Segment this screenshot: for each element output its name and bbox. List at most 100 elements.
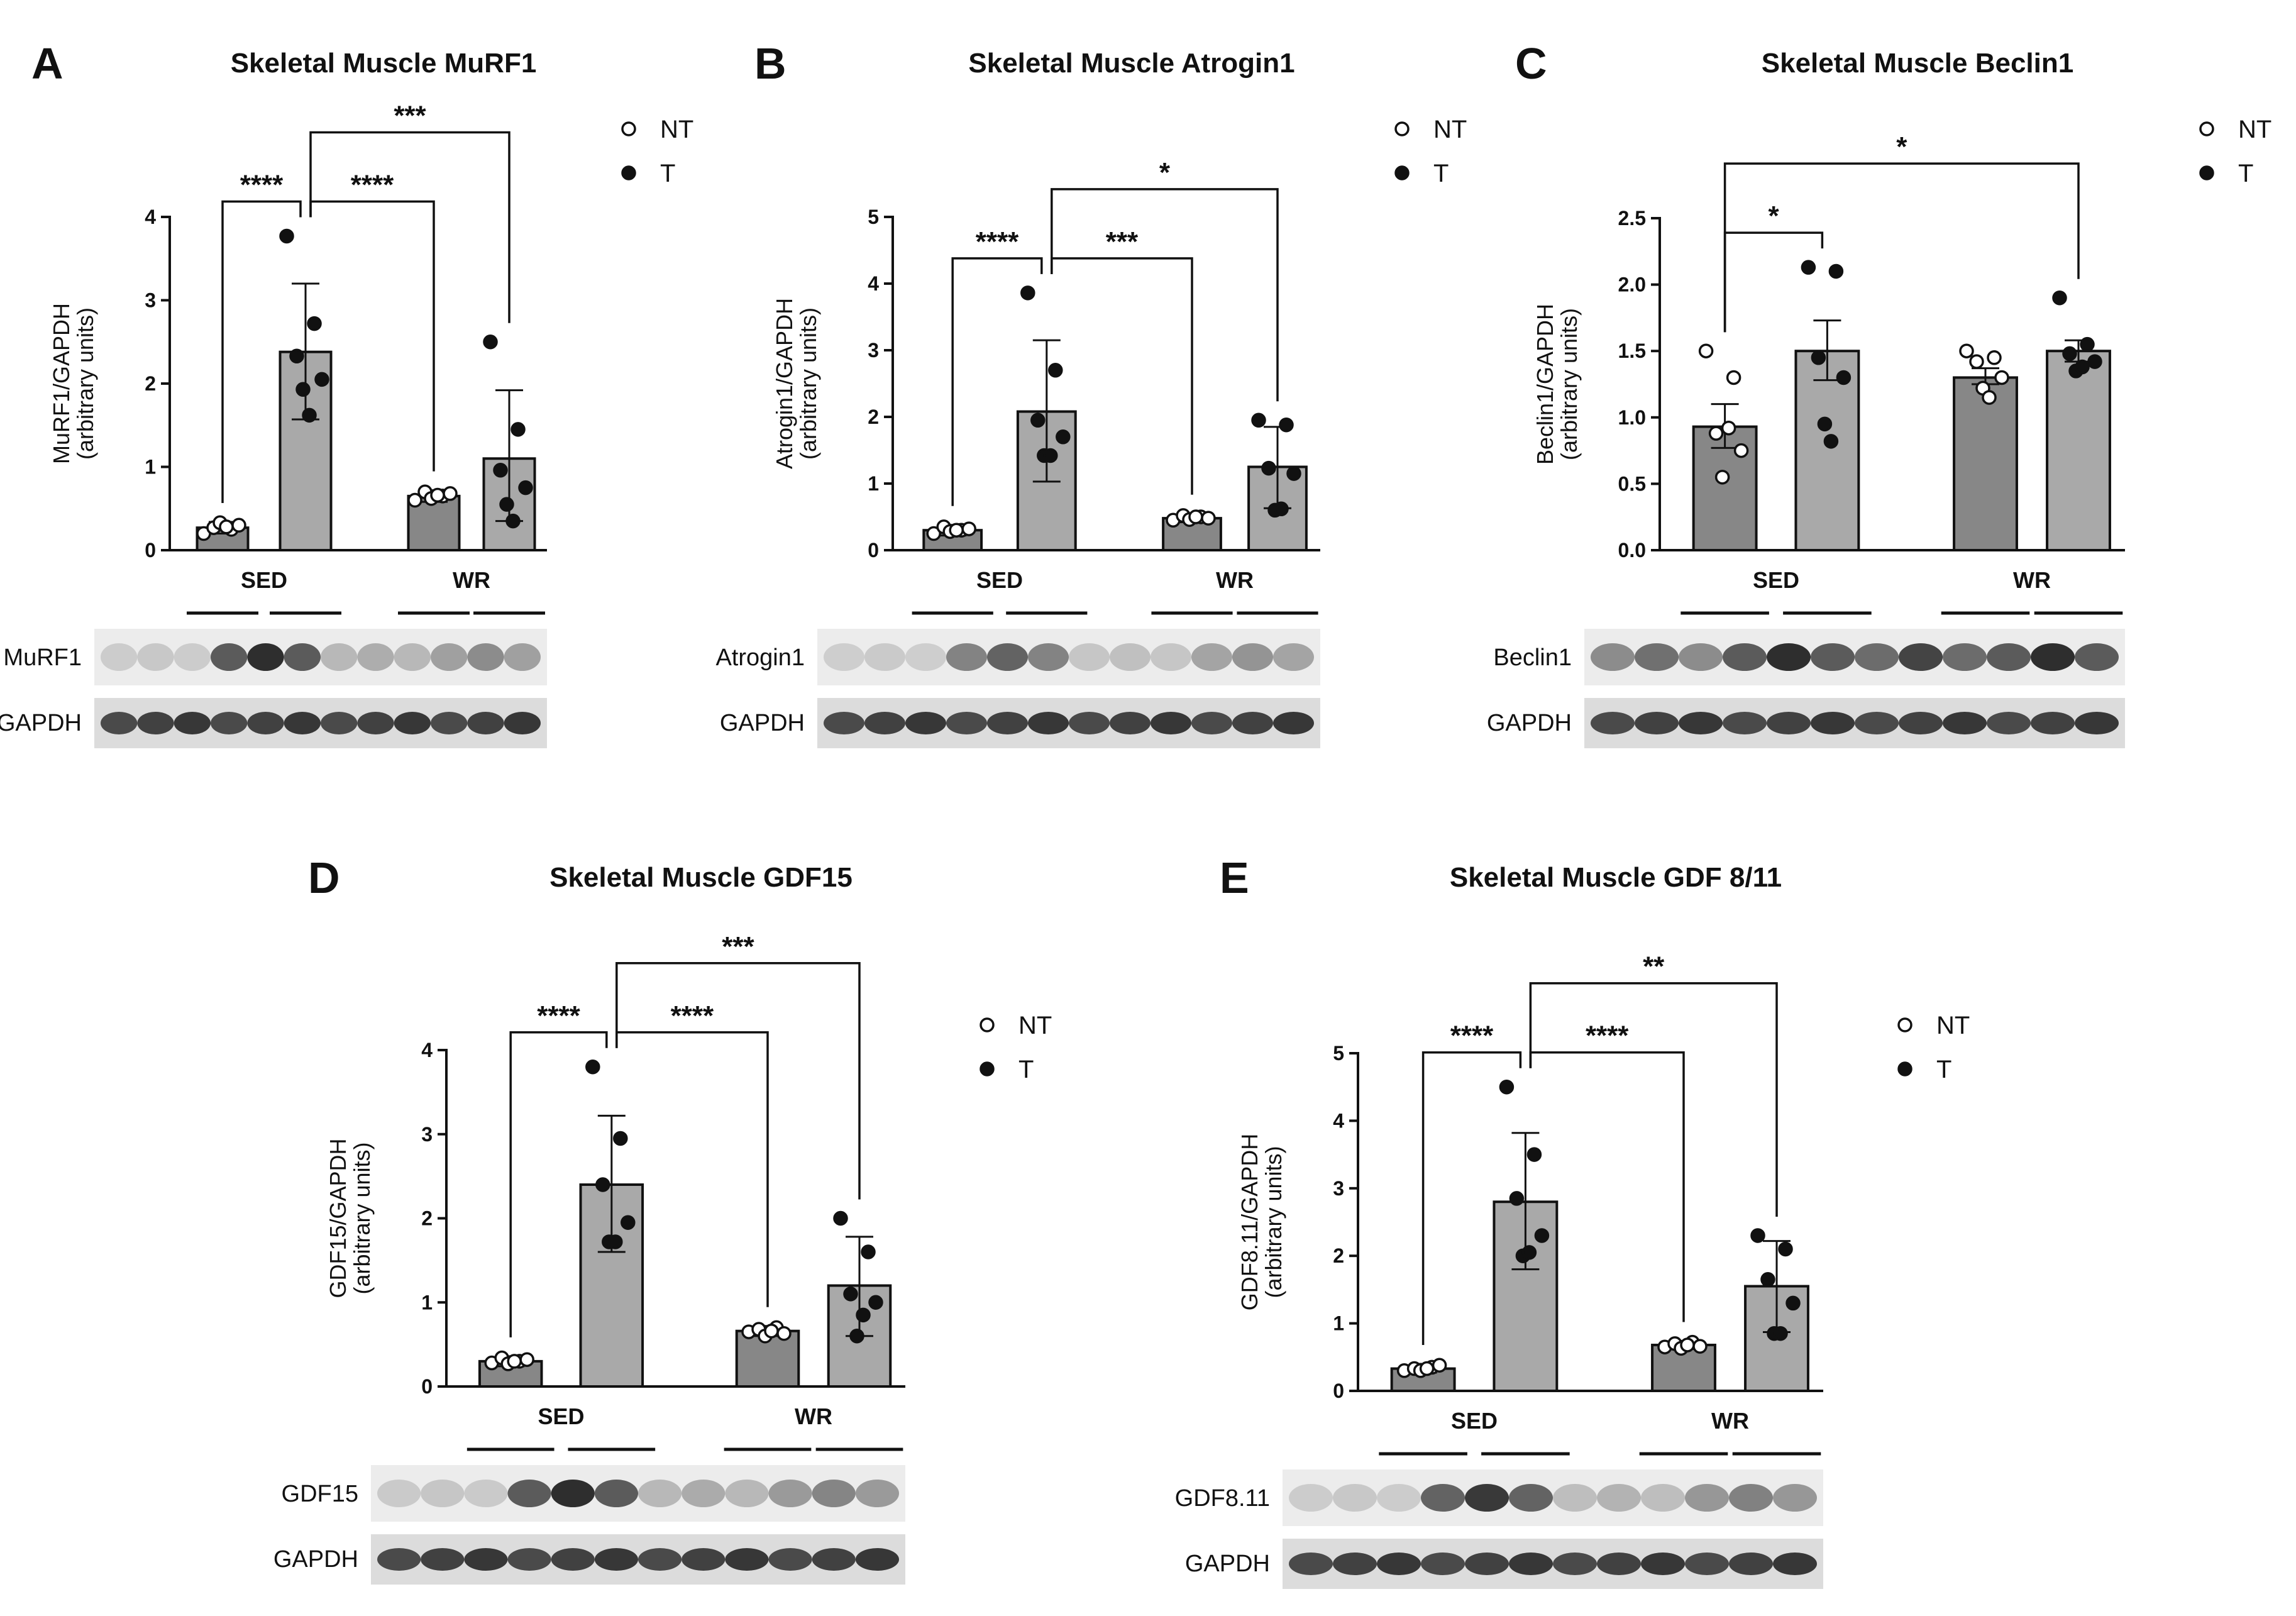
significance-bracket: [1421, 1051, 1522, 1346]
data-point: [219, 519, 234, 534]
data-point: [776, 1325, 792, 1341]
legend-label-nt: NT: [1018, 1012, 1052, 1039]
legend-label-t: T: [2238, 160, 2253, 187]
data-point: [1526, 1147, 1542, 1162]
data-point: [1274, 501, 1289, 517]
y-tick-label: 2: [421, 1207, 433, 1230]
data-point: [295, 382, 311, 397]
chart-E: E Skeletal Muscle GDF 8/11 GDF8.11/GAPDH(a…: [1175, 853, 1970, 1589]
significance-stars: ****: [240, 169, 284, 200]
panel-A: A Skeletal Muscle MuRF1 MuRF1/GAPDH(arbitr…: [0, 35, 729, 758]
blot-label-target: GDF15: [282, 1481, 358, 1507]
y-axis-label: MuRF1/GAPDH(arbitrary units): [48, 303, 98, 464]
blot-label-target: Atrogin1: [715, 645, 805, 671]
legend-label-nt: NT: [1936, 1012, 1970, 1039]
data-point: [849, 1329, 864, 1344]
legend-marker-nt: [621, 121, 636, 136]
data-point: [1499, 1079, 1515, 1095]
blot-target-strip: [1584, 629, 2125, 685]
panel-letter: E: [1220, 853, 1249, 902]
group-label-wr: WR: [453, 567, 490, 593]
chart-B: B Skeletal Muscle Atrogin1 Atrogin1/GAPDH(…: [715, 39, 1467, 748]
data-point: [1817, 416, 1833, 432]
data-point: [843, 1287, 858, 1302]
bar-wr-nt: [1953, 376, 2018, 551]
data-point: [1714, 470, 1730, 485]
data-point: [1801, 260, 1816, 275]
panel-letter: D: [308, 853, 340, 902]
y-tick-label: 0: [421, 1375, 433, 1398]
y-tick-label: 3: [145, 289, 156, 312]
y-tick-label: 1: [1333, 1312, 1344, 1335]
significance-stars: ****: [537, 1000, 580, 1031]
data-point: [1698, 343, 1714, 358]
data-point: [279, 228, 294, 244]
data-point: [1811, 350, 1826, 365]
legend-label-nt: NT: [1433, 116, 1467, 143]
y-tick-label: 0: [1333, 1380, 1344, 1402]
significance-stars: ***: [394, 100, 426, 131]
significance-stars: ****: [1450, 1021, 1494, 1051]
y-tick-label: 0.0: [1618, 539, 1646, 562]
data-point: [511, 422, 526, 437]
blot-label-gapdh: GAPDH: [0, 710, 82, 736]
significance-stars: *: [1896, 131, 1907, 162]
data-point: [1534, 1228, 1550, 1243]
legend-marker-nt: [1394, 121, 1410, 136]
data-point: [1680, 1337, 1695, 1353]
significance-bracket: [951, 257, 1043, 506]
y-axis-label: GDF15/GAPDH(arbitrary units): [325, 1138, 375, 1298]
data-point: [1823, 434, 1839, 449]
data-point: [856, 1307, 871, 1323]
panel-D: D Skeletal Muscle GDF15 GDF15/GAPDH(arbitr…: [273, 849, 1052, 1603]
y-tick-label: 2.5: [1618, 207, 1646, 230]
data-point: [2075, 359, 2090, 375]
data-point: [1987, 350, 2002, 365]
data-point: [1201, 511, 1216, 526]
panel-letter: C: [1515, 39, 1547, 88]
significance-stars: ***: [722, 931, 754, 962]
data-point: [1692, 1339, 1708, 1354]
data-point: [1733, 443, 1749, 458]
data-point: [231, 517, 246, 533]
significance-bracket: [221, 200, 302, 503]
data-point: [2062, 346, 2077, 362]
y-tick-label: 3: [1333, 1177, 1344, 1200]
y-tick-label: 2: [868, 406, 879, 428]
y-tick-label: 2.0: [1618, 274, 1646, 296]
data-point: [519, 1352, 534, 1367]
significance-bracket: [615, 962, 861, 1200]
panel-E: E Skeletal Muscle GDF 8/11 GDF8.11/GAPDH(a…: [1175, 849, 1980, 1603]
legend-label-nt: NT: [660, 116, 693, 143]
data-point: [493, 463, 508, 478]
panel-B: B Skeletal Muscle Atrogin1 Atrogin1/GAPDH(…: [715, 35, 1467, 777]
chart-title: Skeletal Muscle GDF15: [549, 862, 853, 893]
group-label-wr: WR: [1711, 1408, 1749, 1434]
y-tick-label: 0.5: [1618, 472, 1646, 495]
chart-title: Skeletal Muscle GDF 8/11: [1450, 862, 1782, 893]
y-tick-label: 4: [421, 1039, 433, 1061]
chart-A: A Skeletal Muscle MuRF1 MuRF1/GAPDH(arbitr…: [0, 39, 693, 748]
data-point: [1509, 1191, 1525, 1206]
data-point: [1048, 363, 1063, 378]
legend-marker-nt: [2199, 121, 2214, 136]
significance-stars: ****: [671, 1000, 714, 1031]
blot-target-strip: [1283, 1469, 1823, 1526]
y-tick-label: 5: [868, 206, 879, 228]
data-point: [518, 480, 533, 495]
data-point: [2080, 336, 2095, 352]
significance-bracket: [1723, 231, 1824, 333]
data-point: [1020, 285, 1035, 301]
significance-stars: ****: [1586, 1021, 1629, 1051]
significance-bracket: [309, 131, 511, 323]
y-tick-label: 2: [145, 372, 156, 395]
y-axis-label: Beclin1/GAPDH(arbitrary units): [1532, 304, 1582, 465]
data-point: [1419, 1361, 1435, 1376]
chart-D: D Skeletal Muscle GDF15 GDF15/GAPDH(arbitr…: [273, 853, 1052, 1585]
data-point: [1750, 1228, 1765, 1243]
significance-bracket: [509, 1031, 608, 1337]
data-point: [1721, 420, 1736, 436]
significance-stars: *: [1768, 201, 1779, 231]
significance-bracket: [1723, 162, 2080, 333]
